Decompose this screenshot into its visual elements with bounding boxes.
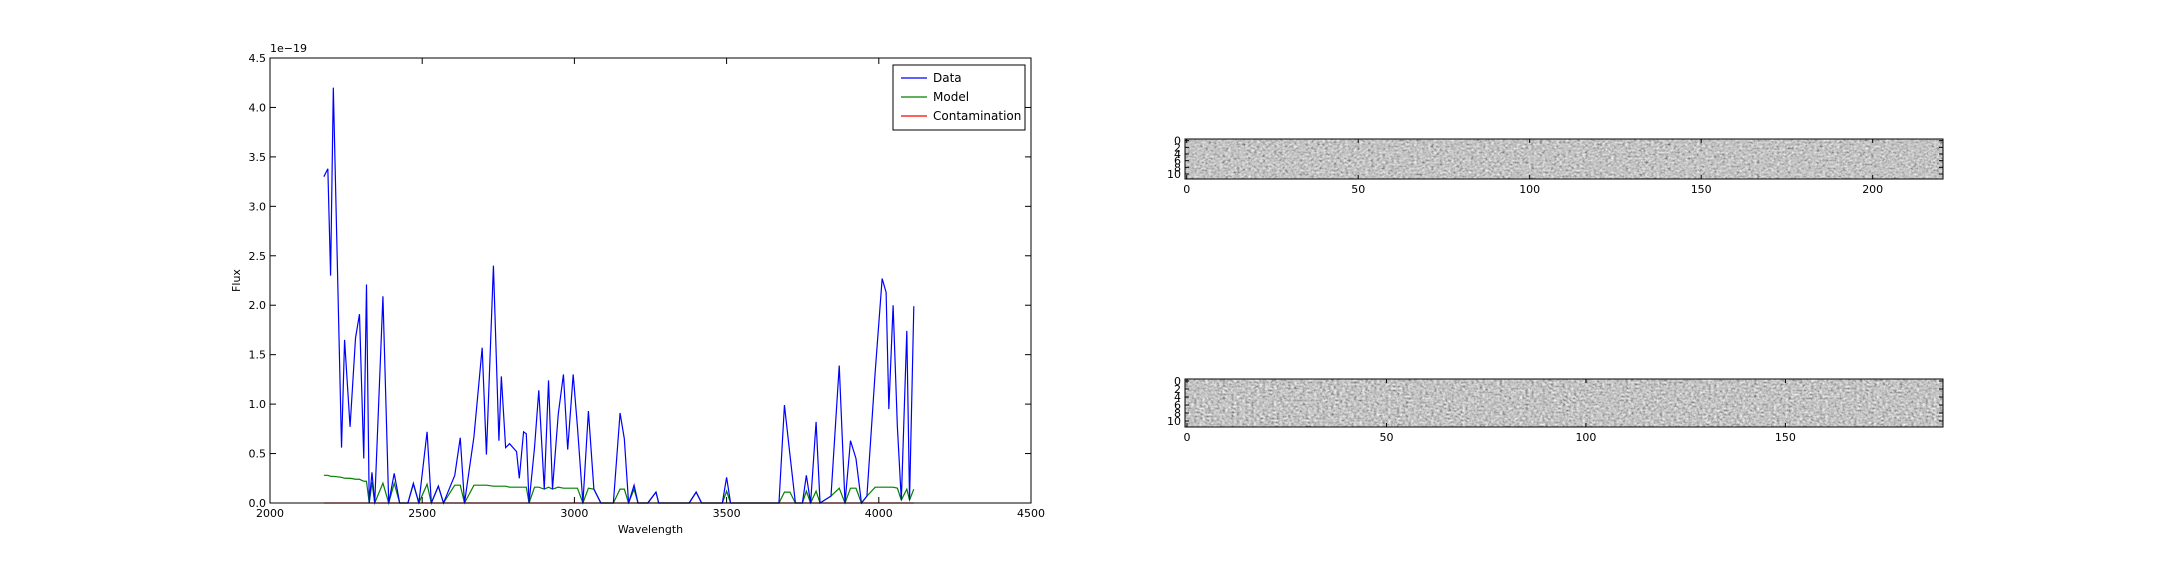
x-tick-label: 150 <box>1691 183 1712 196</box>
x-axis-label: Wavelength <box>618 523 683 536</box>
y-tick-label: 2.0 <box>249 299 267 312</box>
y-tick-label: 8 <box>1174 161 1181 174</box>
legend-label: Data <box>933 71 962 85</box>
x-tick-label: 2500 <box>408 507 436 520</box>
y-tick-label: 6 <box>1174 155 1181 168</box>
y-tick-label: 2 <box>1174 383 1181 396</box>
y-tick-label: 0 <box>1174 375 1181 388</box>
offset-text: 1e−19 <box>270 42 307 55</box>
y-tick-label: 3.0 <box>249 200 267 213</box>
data-line <box>323 87 915 505</box>
y-tick-label: 4 <box>1174 391 1181 404</box>
y-axis-label: Flux <box>230 269 243 292</box>
y-tick-label: 1.5 <box>249 349 267 362</box>
x-tick-label: 0 <box>1183 431 1190 444</box>
x-tick-label: 100 <box>1575 431 1596 444</box>
y-tick-label: 1.0 <box>249 398 267 411</box>
data-line <box>323 474 915 506</box>
y-tick-label: 2.5 <box>249 250 267 263</box>
y-tick-label: 4.5 <box>249 52 267 65</box>
x-tick-label: 4000 <box>865 507 893 520</box>
axes-frame <box>269 57 1032 504</box>
y-tick-label: 3.5 <box>249 151 267 164</box>
y-tick-label: 4.0 <box>249 101 267 114</box>
image-pixels <box>1185 379 1943 427</box>
y-tick-label: 10 <box>1167 415 1181 428</box>
y-tick-label: 8 <box>1174 407 1181 420</box>
x-tick-label: 200 <box>1862 183 1883 196</box>
axes-frame <box>1184 138 1944 180</box>
image-pixels <box>1185 139 1943 179</box>
x-tick-label: 150 <box>1775 431 1796 444</box>
x-tick-label: 3500 <box>713 507 741 520</box>
y-tick-label: 10 <box>1167 168 1181 181</box>
y-tick-label: 0.0 <box>249 497 267 510</box>
y-tick-label: 0 <box>1174 135 1181 148</box>
x-tick-label: 50 <box>1351 183 1365 196</box>
legend-label: Model <box>933 90 969 104</box>
x-tick-label: 3000 <box>560 507 588 520</box>
x-tick-label: 4500 <box>1017 507 1045 520</box>
y-tick-label: 2 <box>1174 141 1181 154</box>
y-tick-label: 6 <box>1174 399 1181 412</box>
x-tick-label: 50 <box>1379 431 1393 444</box>
y-tick-label: 0.5 <box>249 448 267 461</box>
x-tick-label: 2000 <box>256 507 284 520</box>
axes-frame <box>1184 378 1944 428</box>
legend-label: Contamination <box>933 109 1021 123</box>
y-tick-label: 4 <box>1174 148 1181 161</box>
x-tick-label: 100 <box>1519 183 1540 196</box>
x-tick-label: 0 <box>1183 183 1190 196</box>
